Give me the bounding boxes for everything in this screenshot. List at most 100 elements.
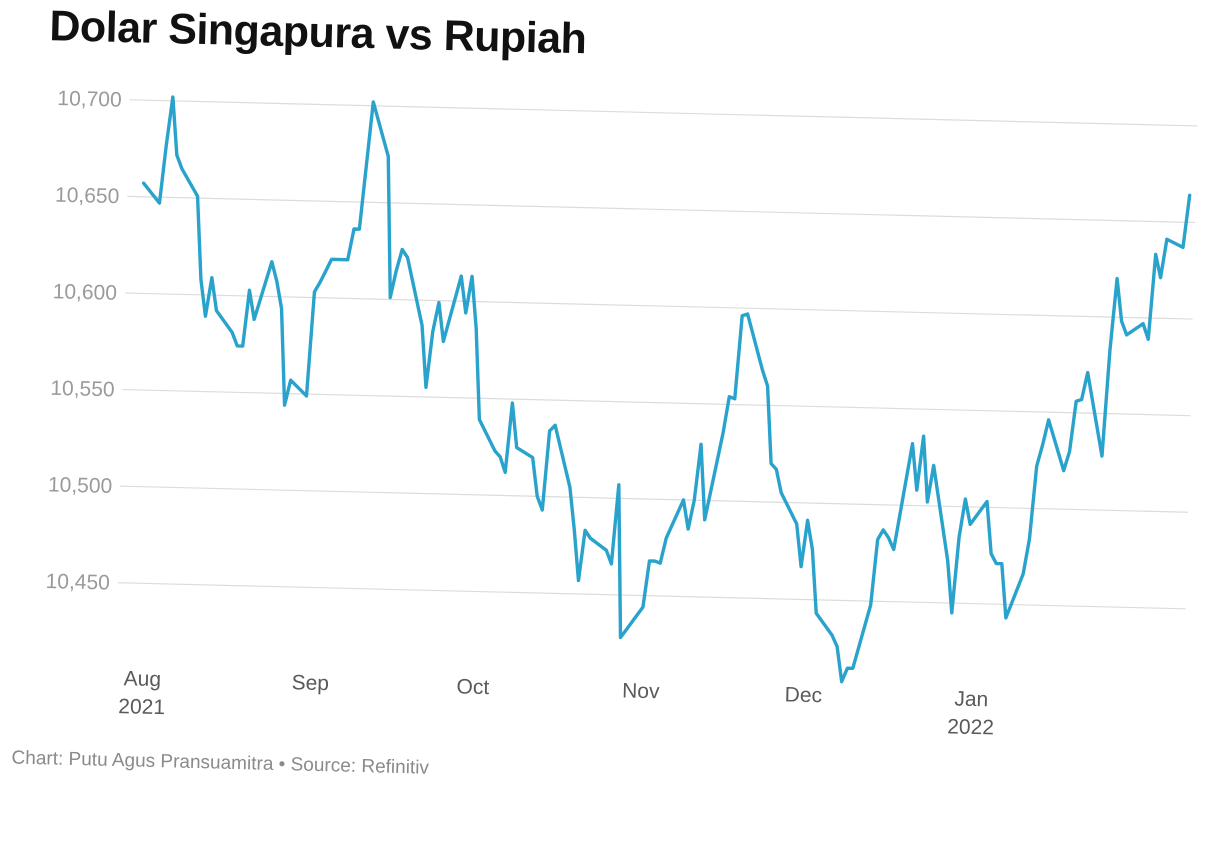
gridline (117, 582, 1186, 610)
data-point (769, 462, 773, 465)
data-point (365, 164, 368, 167)
x-axis-labels: Aug 2021 Sep Oct Nov Dec Jan 2022 (118, 667, 994, 739)
data-point (911, 442, 914, 445)
data-point (420, 324, 424, 327)
data-point (1188, 194, 1191, 197)
y-tick-label: 10,500 (48, 473, 113, 498)
data-point (573, 528, 576, 532)
x-tick-label: Oct (456, 675, 489, 699)
data-point (280, 307, 283, 310)
chart-source: Source: Refinitiv (290, 754, 430, 779)
data-point (531, 456, 534, 459)
data-point (686, 527, 690, 531)
data-point (1086, 371, 1089, 374)
data-point (733, 397, 736, 400)
data-point (158, 201, 161, 205)
data-point (515, 446, 518, 449)
data-point (728, 395, 731, 398)
data-point (210, 276, 214, 279)
data-point (541, 508, 544, 512)
data-point (806, 519, 809, 522)
data-point (740, 314, 744, 317)
data-point (703, 518, 706, 521)
data-point (779, 491, 783, 494)
data-point (175, 153, 179, 157)
data-point (498, 455, 502, 459)
series-line (141, 95, 1192, 684)
data-point (830, 633, 834, 637)
data-point (653, 559, 657, 563)
data-point (746, 312, 749, 316)
y-tick-label: 10,450 (45, 570, 110, 595)
data-point (795, 522, 798, 526)
data-point (511, 401, 514, 405)
data-point (215, 309, 218, 312)
data-point (1125, 333, 1128, 337)
data-point (932, 464, 935, 467)
data-point (431, 330, 435, 333)
data-point (846, 666, 849, 670)
data-point (583, 529, 587, 532)
data-point (968, 523, 972, 526)
data-point (358, 227, 361, 231)
gridline (129, 99, 1198, 127)
data-point (470, 275, 474, 278)
data-point (665, 536, 668, 540)
data-point (437, 301, 441, 304)
data-point (957, 536, 961, 539)
data-point (199, 278, 203, 281)
data-point (589, 537, 592, 540)
data-point (659, 561, 662, 565)
data-point (536, 495, 539, 498)
x-tick-year-label: 2021 (118, 695, 165, 719)
footer-separator: • (278, 754, 286, 776)
data-point (252, 318, 256, 321)
data-point (1165, 238, 1169, 241)
data-point (493, 449, 497, 453)
data-point (241, 344, 244, 348)
data-point (815, 612, 818, 615)
data-point (682, 498, 685, 502)
data-point (346, 258, 349, 261)
data-point (1159, 276, 1162, 279)
data-point (387, 155, 390, 158)
x-tick-label: Nov (622, 679, 660, 703)
data-point (424, 386, 428, 389)
data-point (478, 418, 481, 421)
data-point (995, 562, 998, 565)
data-point (985, 500, 989, 503)
y-tick-label: 10,700 (57, 87, 122, 112)
data-point (624, 628, 628, 632)
data-point (799, 565, 803, 568)
data-point (568, 486, 572, 489)
data-point (270, 260, 274, 263)
data-point (230, 331, 234, 334)
data-point (641, 605, 645, 609)
data-point (406, 256, 409, 259)
data-point (619, 636, 622, 639)
data-point (1028, 538, 1031, 541)
y-axis-labels: 10,450 10,500 10,550 10,600 10,650 10,700 (45, 87, 122, 594)
data-point (1115, 277, 1119, 280)
data-point (352, 227, 356, 231)
data-point (330, 258, 333, 261)
data-point (464, 311, 467, 315)
gridline (120, 485, 1188, 513)
data-point (648, 559, 651, 563)
series-layer (141, 95, 1192, 684)
data-point (876, 538, 879, 541)
y-tick-label: 10,550 (50, 377, 115, 402)
data-point (851, 667, 855, 670)
data-point (1047, 418, 1050, 422)
data-point (1004, 616, 1008, 620)
data-point (950, 611, 953, 615)
data-point (1041, 443, 1044, 447)
data-point (204, 314, 207, 318)
data-point (275, 280, 278, 283)
data-point (1068, 450, 1071, 453)
data-point (887, 536, 890, 539)
data-point (395, 269, 398, 272)
data-point (926, 500, 929, 504)
